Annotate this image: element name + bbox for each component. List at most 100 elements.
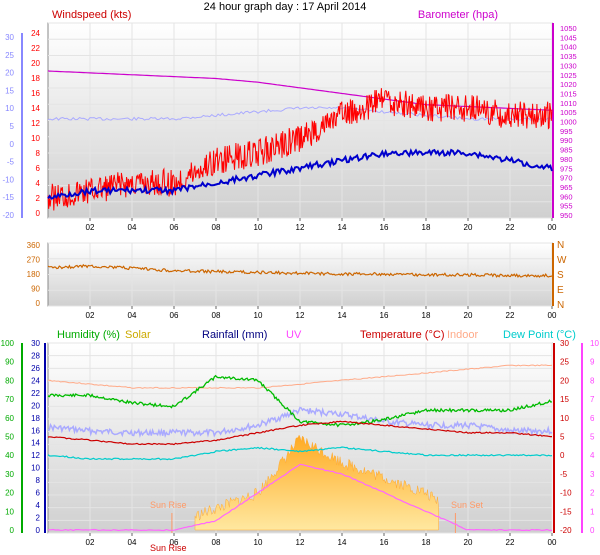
compass-label: N [557, 300, 564, 311]
uv-tick-label: 6 [590, 414, 595, 423]
lower-x-tick-label: 18 [422, 538, 431, 547]
outer-left-tick-label: 25 [5, 51, 14, 60]
rainfall-tick-label: 8 [36, 476, 41, 485]
temperature-tick-label: 10 [560, 414, 569, 423]
outer-left-tick-label: 5 [10, 122, 15, 131]
windspeed-tick-label: 12 [31, 119, 40, 128]
outer-left-tick-label: -15 [2, 193, 14, 202]
temperature-tick-label: 0 [560, 451, 565, 460]
humidity-tick-label: 100 [1, 339, 15, 348]
outer-left-tick-label: -5 [7, 158, 15, 167]
temperature-tick-label: 5 [560, 433, 565, 442]
outer-left-tick-label: 15 [5, 86, 14, 95]
barometer-tick-label: 960 [560, 192, 573, 201]
direction-tick-label: 270 [27, 256, 41, 265]
lower-x-tick-label: 22 [506, 538, 515, 547]
direction-x-tick-label: 10 [254, 311, 263, 320]
humidity-tick-label: 40 [5, 451, 14, 460]
solar-area [194, 434, 439, 531]
lower-x-tick-label: 14 [338, 538, 347, 547]
direction-axes: 02 04 06 08 10 12 14 16 18 20 22 00360270180900NWSE… [27, 240, 567, 320]
rainfall-tick-label: 10 [31, 464, 40, 473]
solar-legend: Solar [125, 329, 151, 341]
barometer-tick-label: 995 [560, 127, 573, 136]
chart-title: 24 hour graph day : 17 April 2014 [204, 1, 367, 13]
temperature-tick-label: -15 [560, 507, 572, 516]
dewpoint-line [47, 446, 553, 461]
lower-x-tick-label: 12 [296, 538, 305, 547]
humidity-legend: Humidity (%) [57, 329, 120, 341]
outer-left-tick-label: 20 [5, 69, 14, 78]
barometer-tick-label: 1040 [560, 43, 577, 52]
rainfall-tick-label: 20 [31, 401, 40, 410]
rainfall-tick-label: 30 [31, 339, 40, 348]
direction-x-tick-label: 18 [422, 311, 431, 320]
lower-x-tick-label: 02 [86, 538, 95, 547]
sunrise-label: Sun Rise [150, 500, 187, 510]
windspeed-line [47, 88, 553, 211]
wind-x-tick-label: 06 [170, 223, 179, 232]
average-wind-line [47, 148, 553, 200]
temperature-tick-label: 15 [560, 395, 569, 404]
barometer-tick-label: 970 [560, 174, 573, 183]
wind-x-tick-label: 20 [464, 223, 473, 232]
direction-x-tick-label: 14 [338, 311, 347, 320]
barometer-tick-label: 1005 [560, 108, 577, 117]
uv-tick-label: 8 [590, 376, 595, 385]
direction-x-tick-label: 02 [86, 311, 95, 320]
rainfall-tick-label: 18 [31, 414, 40, 423]
temperature-tick-label: -20 [560, 526, 572, 535]
uv-line [48, 463, 552, 532]
windspeed-tick-label: 20 [31, 59, 40, 68]
humidity-tick-label: 20 [5, 489, 14, 498]
lower-x-tick-label: 00 [548, 538, 557, 547]
rainfall-tick-label: 12 [31, 451, 40, 460]
barometer-tick-label: 1020 [560, 80, 577, 89]
rainfall-tick-label: 0 [36, 526, 41, 535]
uv-legend: UV [286, 329, 302, 341]
wind-x-tick-label: 04 [128, 223, 137, 232]
direction-x-tick-label: 12 [296, 311, 305, 320]
direction-series [47, 263, 553, 279]
lower-series [47, 364, 553, 533]
windspeed-tick-label: 6 [36, 164, 41, 173]
wind-direction-line [47, 263, 553, 279]
barometer-tick-label: 1025 [560, 71, 577, 80]
wind-x-tick-label: 02 [86, 223, 95, 232]
uv-tick-label: 0 [590, 526, 595, 535]
wind-x-tick-label: 22 [506, 223, 515, 232]
uv-tick-label: 3 [590, 470, 595, 479]
direction-tick-label: 360 [27, 241, 41, 250]
humidity-tick-label: 80 [5, 376, 14, 385]
wind-x-tick-label: 16 [380, 223, 389, 232]
direction-x-tick-label: 08 [212, 311, 221, 320]
rainfall-legend: Rainfall (mm) [202, 329, 267, 341]
wind-axes: 02 04 06 08 10 12 14 16 18 20 22 002422201816141210… [2, 23, 577, 232]
lower-axes: 02 04 06 08 10 12 14 16 18 20 22 001009080706050403… [1, 339, 600, 547]
rainfall-tick-label: 26 [31, 364, 40, 373]
outer-left-tick-label: 30 [5, 33, 14, 42]
barometer-axis-label: Barometer (hpa) [418, 9, 498, 21]
windspeed-tick-label: 2 [36, 194, 41, 203]
temperature-tick-label: 30 [560, 339, 569, 348]
windspeed-tick-label: 4 [36, 179, 41, 188]
temperature-tick-label: -5 [560, 470, 568, 479]
direction-x-tick-label: 06 [170, 311, 179, 320]
rainfall-tick-label: 2 [36, 514, 41, 523]
humidity-tick-label: 30 [5, 470, 14, 479]
humidity-tick-label: 70 [5, 395, 14, 404]
indoor-line [47, 364, 553, 389]
compass-label: E [557, 285, 564, 296]
temperature-legend: Temperature (°C) [360, 329, 444, 341]
rainfall-tick-label: 4 [36, 501, 41, 510]
barometer-tick-label: 950 [560, 211, 573, 220]
lower-x-tick-label: 08 [212, 538, 221, 547]
windspeed-tick-label: 22 [31, 44, 40, 53]
lower-x-tick-label: 16 [380, 538, 389, 547]
compass-label: S [557, 270, 564, 281]
temperature-tick-label: 20 [560, 376, 569, 385]
rainfall-tick-label: 22 [31, 389, 40, 398]
barometer-tick-label: 955 [560, 202, 573, 211]
wind-x-tick-label: 00 [548, 223, 557, 232]
temperature-tick-label: -10 [560, 489, 572, 498]
